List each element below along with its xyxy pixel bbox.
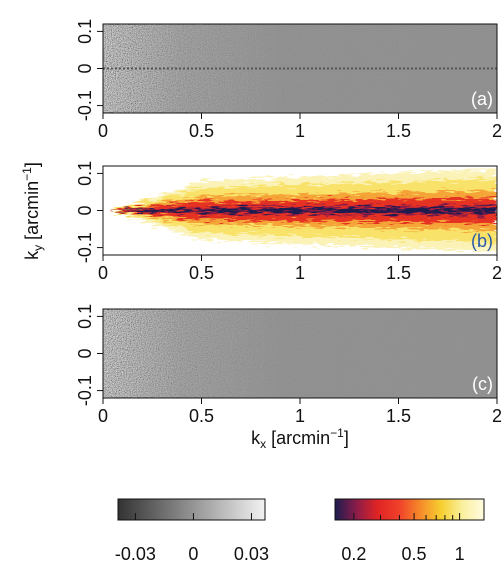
heatmap <box>103 309 497 398</box>
x-tick-label: 1.5 <box>386 406 411 426</box>
x-tick-label: 0 <box>98 263 108 283</box>
x-tick-label: 0 <box>98 121 108 141</box>
xlabel-part: x <box>260 437 266 451</box>
x-tick-label: 1 <box>295 121 305 141</box>
heatmap <box>103 166 497 255</box>
x-tick-label: 1 <box>295 263 305 283</box>
y-tick-label: 0.1 <box>75 304 95 329</box>
colorbar <box>117 498 266 521</box>
panel-label: (a) <box>471 89 493 109</box>
colorbar-tick-label: 0.2 <box>341 544 366 564</box>
y-tick-label: -0.1 <box>75 375 95 406</box>
panel-label: (b) <box>471 231 493 251</box>
xlabel-part: −1 <box>330 426 344 440</box>
y-tick-label: 0 <box>75 348 95 358</box>
x-tick-label: 1 <box>295 406 305 426</box>
y-tick-label: 0 <box>75 63 95 73</box>
x-tick-label: 0.5 <box>189 263 214 283</box>
x-tick-label: 1.5 <box>386 121 411 141</box>
y-tick-label: 0 <box>75 205 95 215</box>
xlabel-part: ] <box>344 428 349 448</box>
ylabel-part: y <box>31 245 45 251</box>
heatmap-band <box>108 208 497 213</box>
colorbar-tick-label: 0.5 <box>402 544 427 564</box>
x-tick-label: 0.5 <box>189 406 214 426</box>
y-tick-label: -0.1 <box>75 232 95 263</box>
panel-label: (c) <box>472 374 493 394</box>
colorbar <box>334 498 485 521</box>
ylabel-part: k <box>22 250 42 260</box>
x-tick-label: 1.5 <box>386 263 411 283</box>
x-tick-label: 2 <box>492 263 502 283</box>
ylabel-part: −1 <box>20 167 34 181</box>
xlabel-part: [arcmin <box>266 428 330 448</box>
colorbar-tick-label: 0.03 <box>234 544 269 564</box>
heatmap <box>103 24 497 113</box>
heatmap-layer <box>108 168 497 253</box>
ylabel: ky [arcmin−1] <box>20 162 45 260</box>
x-tick-label: 0 <box>98 406 108 426</box>
ylabel-part: ] <box>22 162 42 167</box>
colorbar-tick-label: 0 <box>188 544 198 564</box>
y-tick-label: 0.1 <box>75 19 95 44</box>
xlabel: kx [arcmin−1] <box>251 426 349 451</box>
x-tick-label: 0.5 <box>189 121 214 141</box>
colorbar-tick-label: -0.03 <box>115 544 156 564</box>
y-tick-label: -0.1 <box>75 90 95 121</box>
y-tick-label: 0.1 <box>75 161 95 186</box>
ylabel-part: [arcmin <box>22 181 42 245</box>
x-tick-label: 2 <box>492 406 502 426</box>
heatmap-noise <box>103 309 497 398</box>
colorbar-tick-label: 1 <box>455 544 465 564</box>
xlabel-part: k <box>251 428 261 448</box>
x-tick-label: 2 <box>492 121 502 141</box>
